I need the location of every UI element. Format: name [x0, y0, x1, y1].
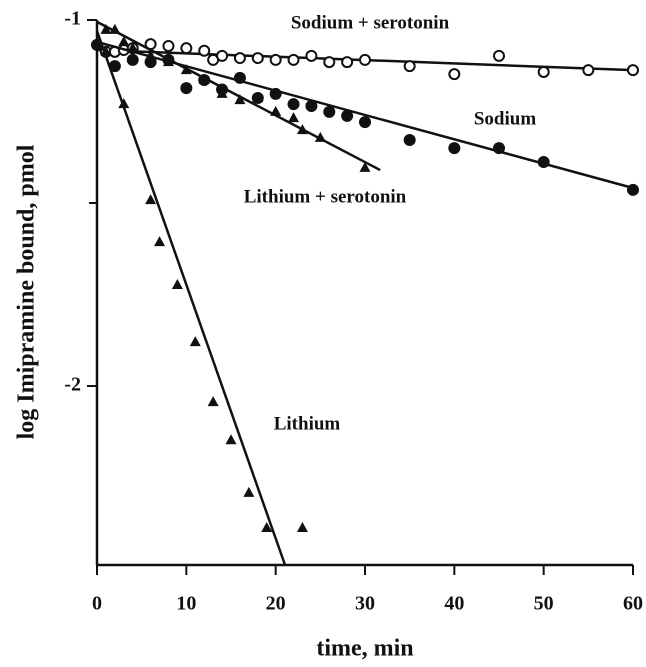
point: [126, 53, 139, 66]
point: [323, 56, 336, 69]
point: [359, 161, 371, 172]
point: [448, 142, 461, 155]
point: [261, 522, 273, 533]
x-tick-label: 40: [444, 593, 464, 615]
point: [207, 396, 219, 407]
point: [100, 45, 112, 56]
point: [162, 56, 174, 67]
point: [288, 112, 300, 123]
point: [109, 23, 121, 34]
point: [145, 194, 157, 205]
point: [305, 100, 318, 113]
point: [198, 74, 210, 85]
series-label: Lithium + serotonin: [244, 186, 407, 207]
point: [189, 336, 201, 347]
point: [341, 56, 354, 69]
point: [162, 39, 175, 52]
point: [269, 87, 282, 100]
point: [233, 71, 246, 84]
y-tick-label: -1: [64, 8, 81, 30]
point: [323, 105, 336, 118]
point: [154, 236, 166, 247]
y-axis-label: log Imipramine bound, pmol: [14, 144, 40, 439]
point: [180, 64, 192, 75]
point: [234, 94, 246, 105]
point: [448, 68, 461, 81]
point: [108, 60, 121, 73]
point: [180, 42, 193, 55]
point: [493, 49, 505, 62]
point: [145, 49, 157, 60]
point: [225, 434, 237, 445]
point: [582, 64, 595, 77]
series-label: Lithium: [274, 413, 341, 434]
point: [627, 64, 639, 77]
x-axis-label: time, min: [316, 636, 413, 662]
point: [314, 131, 326, 142]
point: [305, 49, 318, 62]
point: [287, 98, 300, 111]
point: [627, 183, 639, 196]
point: [270, 105, 282, 116]
point: [198, 44, 211, 57]
point: [127, 42, 139, 53]
y-tick-label: -2: [64, 374, 81, 396]
point: [100, 23, 112, 34]
x-tick-label: 60: [623, 593, 643, 615]
point: [493, 142, 505, 155]
point: [233, 52, 246, 65]
series-label: Sodium + serotonin: [291, 12, 450, 33]
point: [296, 522, 308, 533]
point: [537, 65, 550, 78]
x-tick-label: 0: [92, 593, 102, 615]
x-tick-label: 10: [176, 593, 196, 615]
point: [118, 98, 130, 109]
point: [359, 53, 371, 66]
point: [269, 53, 282, 66]
point: [287, 53, 300, 66]
point: [341, 109, 354, 122]
x-tick-label: 20: [266, 593, 286, 615]
point: [118, 35, 130, 46]
point: [216, 87, 228, 98]
point: [251, 52, 264, 65]
fit-line: [95, 30, 287, 566]
point: [403, 134, 416, 147]
point: [180, 82, 193, 95]
series-label: Sodium: [474, 108, 536, 129]
x-tick-label: 50: [534, 593, 554, 615]
point: [216, 49, 229, 62]
point: [243, 486, 255, 497]
point: [296, 124, 308, 135]
point: [252, 91, 264, 102]
point: [359, 116, 371, 129]
point: [403, 60, 416, 73]
x-tick-label: 30: [355, 593, 375, 615]
point: [537, 156, 550, 169]
fit-line: [96, 20, 381, 172]
point: [171, 278, 183, 289]
